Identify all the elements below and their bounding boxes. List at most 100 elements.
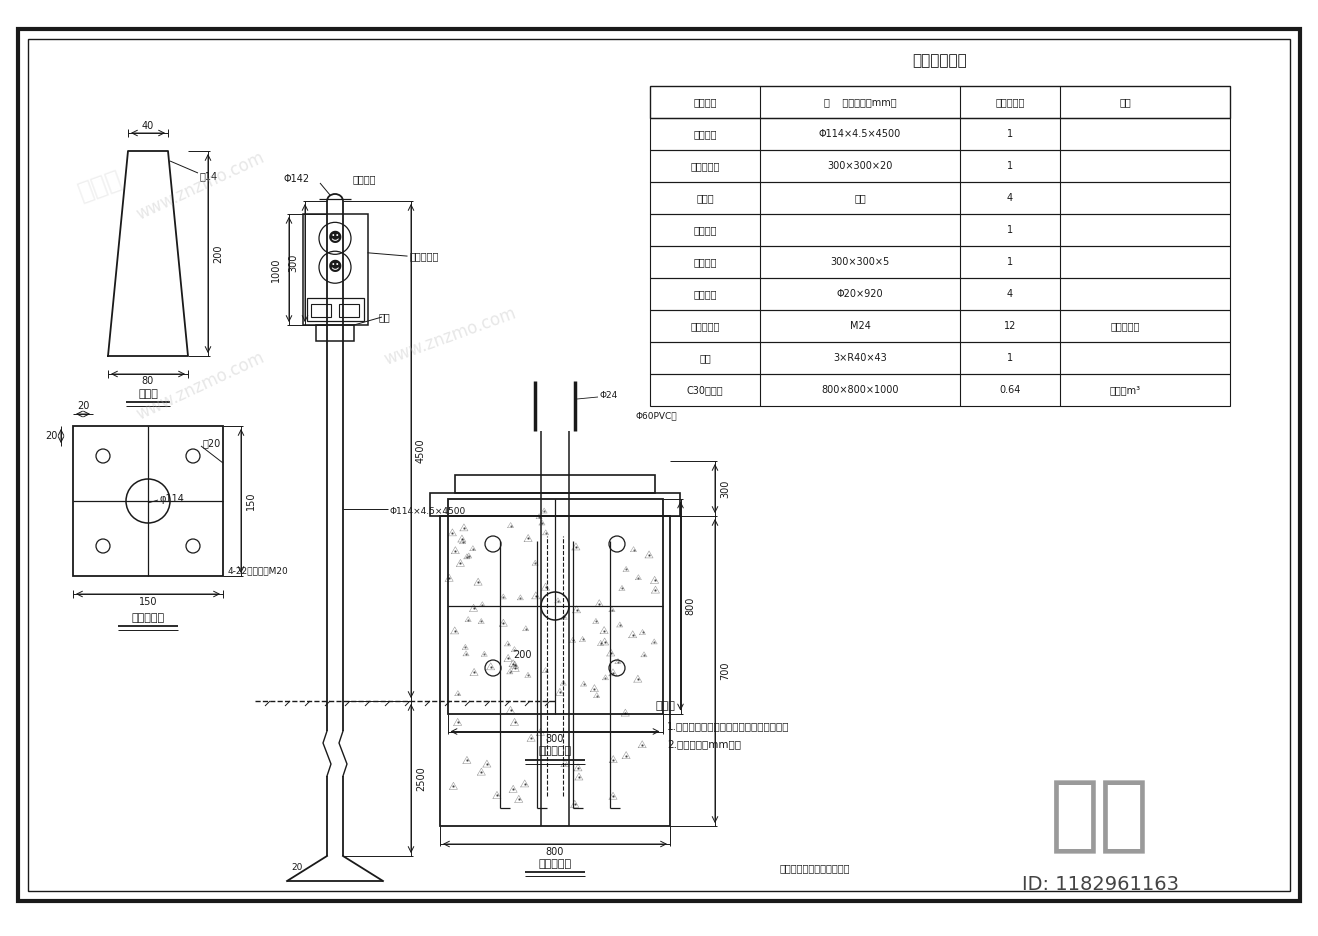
Text: 150: 150	[138, 597, 157, 607]
Text: ☻: ☻	[328, 260, 343, 274]
Text: 700: 700	[720, 662, 730, 680]
Text: 2500: 2500	[416, 767, 426, 791]
Text: 4-22孔：螺栓M20: 4-22孔：螺栓M20	[228, 566, 289, 576]
Text: 300×300×20: 300×300×20	[828, 161, 892, 171]
Bar	[311, 304, 331, 317]
Bar	[303, 214, 368, 325]
Text: C30混凝土: C30混凝土	[687, 385, 724, 395]
Text: ☻: ☻	[328, 231, 343, 245]
Text: 灯杆材料清单: 灯杆材料清单	[912, 53, 967, 68]
Text: 数量（件）: 数量（件）	[995, 97, 1024, 107]
Bar	[650, 150, 1230, 182]
Text: Φ60PVC管: Φ60PVC管	[635, 412, 676, 420]
Text: 单位：m³: 单位：m³	[1110, 385, 1140, 395]
Text: 知末: 知末	[1050, 776, 1151, 856]
Text: 材料名称: 材料名称	[693, 97, 717, 107]
Text: 1: 1	[1007, 161, 1014, 171]
Text: Φ24: Φ24	[600, 391, 618, 401]
Text: 300×300×5: 300×300×5	[830, 257, 890, 267]
Text: 基础面板: 基础面板	[693, 257, 717, 267]
Text: 地脚螺栓: 地脚螺栓	[693, 289, 717, 299]
Text: 20: 20	[76, 401, 90, 411]
Text: 300: 300	[289, 254, 298, 272]
Text: 1000: 1000	[272, 257, 281, 282]
Text: 800: 800	[685, 597, 696, 615]
Text: φ114: φ114	[159, 494, 185, 504]
Bar	[455, 475, 655, 493]
Text: 底座法兰盘: 底座法兰盘	[691, 161, 720, 171]
Text: Φ142: Φ142	[283, 174, 310, 184]
Text: www.znzmo.com: www.znzmo.com	[133, 348, 268, 424]
Text: Φ20×920: Φ20×920	[837, 289, 883, 299]
Text: 人行信号灯灯杆大样基础图: 人行信号灯灯杆大样基础图	[780, 863, 850, 873]
Text: ID: 1182961163: ID: 1182961163	[1021, 874, 1178, 894]
Bar	[650, 374, 1230, 406]
Bar	[430, 493, 680, 516]
Text: Φ114×4.5×4500: Φ114×4.5×4500	[818, 129, 902, 139]
Text: 规    格（单位：mm）: 规 格（单位：mm）	[824, 97, 896, 107]
Text: 3×R40×43: 3×R40×43	[833, 353, 887, 363]
Text: 12: 12	[1004, 321, 1016, 331]
Text: 20: 20	[45, 431, 57, 441]
Text: 150: 150	[246, 491, 256, 510]
Bar	[650, 118, 1230, 150]
Text: 0.64: 0.64	[999, 385, 1020, 395]
Circle shape	[485, 660, 501, 676]
Text: 2.本图单位以mm计。: 2.本图单位以mm计。	[667, 739, 741, 749]
Text: 800: 800	[546, 847, 564, 857]
Text: 雨罩: 雨罩	[699, 353, 710, 363]
Text: 厚20: 厚20	[203, 438, 221, 448]
Bar	[650, 246, 1230, 278]
Text: 200: 200	[214, 244, 223, 263]
Text: 雨罩: 雨罩	[378, 312, 390, 322]
Text: 1: 1	[1007, 225, 1014, 235]
Bar	[72, 426, 223, 576]
Text: 厚14: 厚14	[200, 171, 217, 181]
Bar	[650, 182, 1230, 214]
Bar	[339, 304, 360, 317]
Bar	[650, 342, 1230, 374]
Bar	[448, 499, 663, 713]
Text: 1: 1	[1007, 353, 1014, 363]
Text: 20: 20	[291, 864, 303, 872]
Text: 4500: 4500	[416, 439, 426, 463]
Text: 800: 800	[546, 735, 564, 744]
Text: 立柱钢管: 立柱钢管	[693, 129, 717, 139]
Text: 人行横道灯: 人行横道灯	[410, 251, 439, 261]
Text: 含弹簧垫片: 含弹簧垫片	[1110, 321, 1140, 331]
Text: 不锈钢罩: 不锈钢罩	[353, 174, 377, 184]
Bar	[316, 325, 355, 341]
Text: 说明：: 说明：	[655, 701, 675, 711]
Text: 基础立面图: 基础立面图	[539, 859, 572, 869]
Text: 4: 4	[1007, 193, 1014, 203]
Text: 如图: 如图	[854, 193, 866, 203]
Text: www.znzmo.com: www.znzmo.com	[381, 303, 518, 368]
Text: 知束网: 知束网	[75, 167, 125, 205]
Text: 1: 1	[1007, 129, 1014, 139]
Circle shape	[540, 592, 569, 620]
Text: 底座法兰盘: 底座法兰盘	[132, 613, 165, 623]
Text: 备注: 备注	[1119, 97, 1131, 107]
Bar	[650, 86, 1230, 118]
Circle shape	[485, 536, 501, 552]
Bar	[440, 516, 670, 826]
Text: Φ114×4.5×4500: Φ114×4.5×4500	[390, 506, 467, 516]
Text: M24: M24	[850, 321, 870, 331]
Text: 300: 300	[720, 479, 730, 498]
Bar	[307, 298, 364, 321]
Text: 加劲肋: 加劲肋	[138, 389, 158, 399]
Bar	[650, 310, 1230, 342]
Text: 40: 40	[142, 121, 154, 131]
Text: 螺母、垫片: 螺母、垫片	[691, 321, 720, 331]
Text: 基础平面图: 基础平面图	[539, 747, 572, 756]
Bar	[650, 278, 1230, 310]
Bar	[650, 214, 1230, 246]
Text: 80: 80	[142, 376, 154, 386]
Text: 200: 200	[514, 651, 532, 661]
Text: 1: 1	[1007, 257, 1014, 267]
Text: 不锈钢罩: 不锈钢罩	[693, 225, 717, 235]
Circle shape	[609, 660, 625, 676]
Text: 800×800×1000: 800×800×1000	[821, 385, 899, 395]
Text: www.znzmo.com: www.znzmo.com	[133, 149, 268, 224]
Text: 4: 4	[1007, 289, 1014, 299]
